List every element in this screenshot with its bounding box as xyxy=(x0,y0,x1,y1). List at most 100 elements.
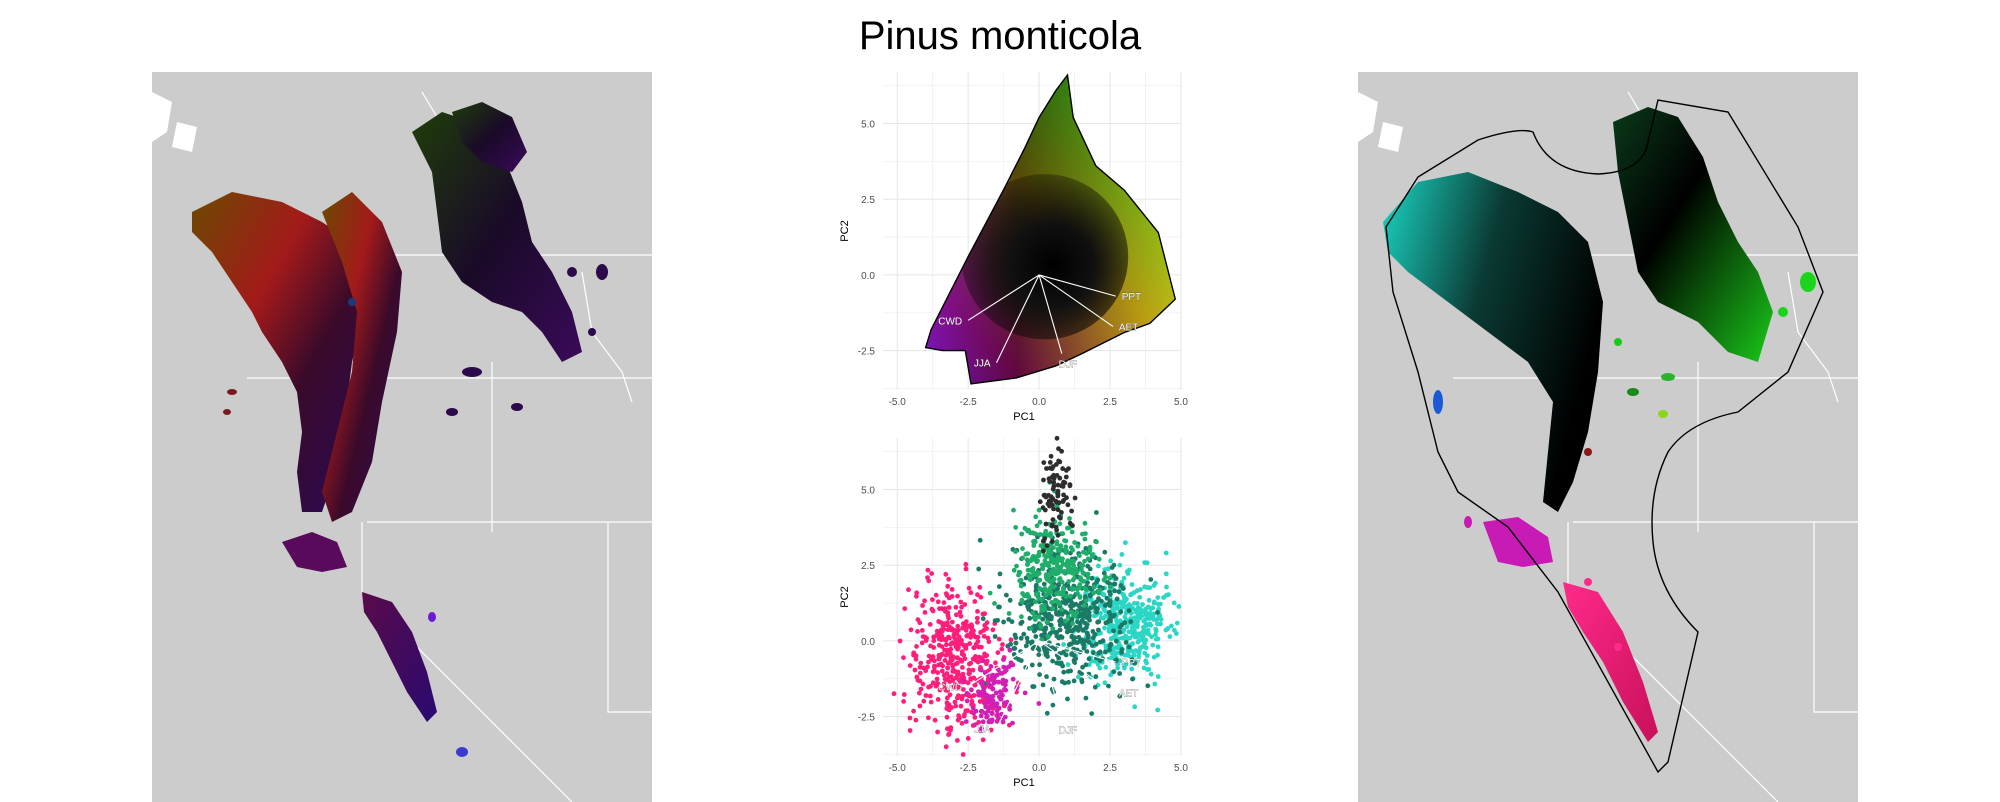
data-point xyxy=(1003,665,1009,671)
data-point xyxy=(1126,653,1131,658)
data-point xyxy=(931,645,937,650)
data-point xyxy=(973,722,978,728)
data-point xyxy=(1151,600,1157,606)
data-point xyxy=(1010,662,1016,668)
data-point xyxy=(1003,682,1008,688)
data-point xyxy=(998,696,1003,702)
data-point xyxy=(1079,679,1085,685)
range-klamath xyxy=(282,532,347,572)
data-point xyxy=(1085,575,1091,581)
data-point xyxy=(941,621,947,627)
data-point xyxy=(1113,658,1119,664)
loading-label: AET xyxy=(1119,688,1138,699)
data-point xyxy=(1130,676,1135,682)
data-point xyxy=(1119,552,1125,557)
data-point xyxy=(984,714,989,720)
data-point xyxy=(943,744,949,750)
data-point xyxy=(1067,483,1073,489)
data-point xyxy=(1119,601,1125,607)
data-point xyxy=(1091,584,1097,590)
data-point xyxy=(963,566,969,572)
data-point xyxy=(1037,614,1042,620)
data-point xyxy=(1063,474,1069,480)
data-point xyxy=(958,703,964,709)
data-point xyxy=(1063,652,1069,658)
data-point xyxy=(1031,556,1037,561)
data-point xyxy=(1103,574,1108,580)
data-point xyxy=(1136,650,1142,656)
data-point xyxy=(935,633,941,639)
data-point xyxy=(972,599,978,604)
data-point xyxy=(1131,652,1137,658)
data-point xyxy=(1065,662,1071,667)
data-point xyxy=(1042,607,1047,613)
data-point xyxy=(1019,597,1025,603)
data-point xyxy=(1059,607,1065,612)
data-point xyxy=(976,689,981,695)
data-point xyxy=(1047,553,1052,558)
data-point xyxy=(1107,647,1112,653)
data-point xyxy=(995,712,1000,718)
data-point xyxy=(1013,640,1019,646)
data-point xyxy=(1143,658,1149,664)
data-point xyxy=(939,629,945,634)
data-point xyxy=(1103,649,1108,655)
data-point xyxy=(1141,624,1146,630)
data-point xyxy=(1072,495,1078,501)
data-point xyxy=(935,670,941,675)
data-point xyxy=(997,689,1003,695)
data-point xyxy=(1037,662,1042,668)
data-point xyxy=(949,640,955,646)
data-point xyxy=(1122,614,1128,620)
data-point xyxy=(927,622,933,627)
data-point xyxy=(1139,644,1145,650)
data-point xyxy=(1064,560,1070,566)
data-point xyxy=(917,664,923,670)
range-west-cluster xyxy=(1383,172,1603,512)
data-point xyxy=(1044,649,1050,655)
data-point xyxy=(963,719,969,724)
data-point xyxy=(1048,616,1054,622)
data-point xyxy=(973,641,979,647)
data-point xyxy=(938,637,944,643)
data-point xyxy=(1019,614,1024,620)
data-point xyxy=(1059,579,1065,585)
data-point xyxy=(1069,508,1074,514)
data-point xyxy=(1058,564,1064,570)
data-point xyxy=(1114,650,1119,656)
data-point xyxy=(907,663,913,668)
data-point xyxy=(1064,495,1069,501)
data-point xyxy=(950,669,956,674)
data-point xyxy=(959,637,964,643)
data-point xyxy=(938,661,944,667)
data-point xyxy=(1086,614,1092,619)
data-point xyxy=(1018,649,1023,654)
data-point xyxy=(1132,704,1138,710)
data-point xyxy=(925,575,930,580)
data-point xyxy=(1122,596,1127,601)
data-point xyxy=(1054,541,1060,547)
data-point xyxy=(1096,590,1102,596)
data-point xyxy=(1105,580,1110,585)
data-point xyxy=(1080,570,1086,576)
data-point xyxy=(1163,550,1169,556)
data-point xyxy=(951,684,956,690)
data-point xyxy=(1075,586,1080,592)
data-point xyxy=(936,619,942,624)
data-point xyxy=(1075,619,1080,625)
data-point xyxy=(1040,538,1046,544)
data-point xyxy=(927,693,933,699)
data-point xyxy=(953,703,959,709)
data-point xyxy=(1033,617,1038,622)
data-point xyxy=(973,654,978,659)
data-point xyxy=(1099,598,1104,604)
data-point xyxy=(946,731,952,737)
data-point xyxy=(1108,558,1114,564)
data-point xyxy=(1018,583,1024,589)
loading-arrow xyxy=(996,640,1040,729)
data-point xyxy=(1070,586,1076,592)
x-axis-label: PC1 xyxy=(1013,411,1034,423)
data-point xyxy=(1040,566,1046,572)
data-point xyxy=(967,641,973,646)
data-point xyxy=(1105,619,1111,625)
